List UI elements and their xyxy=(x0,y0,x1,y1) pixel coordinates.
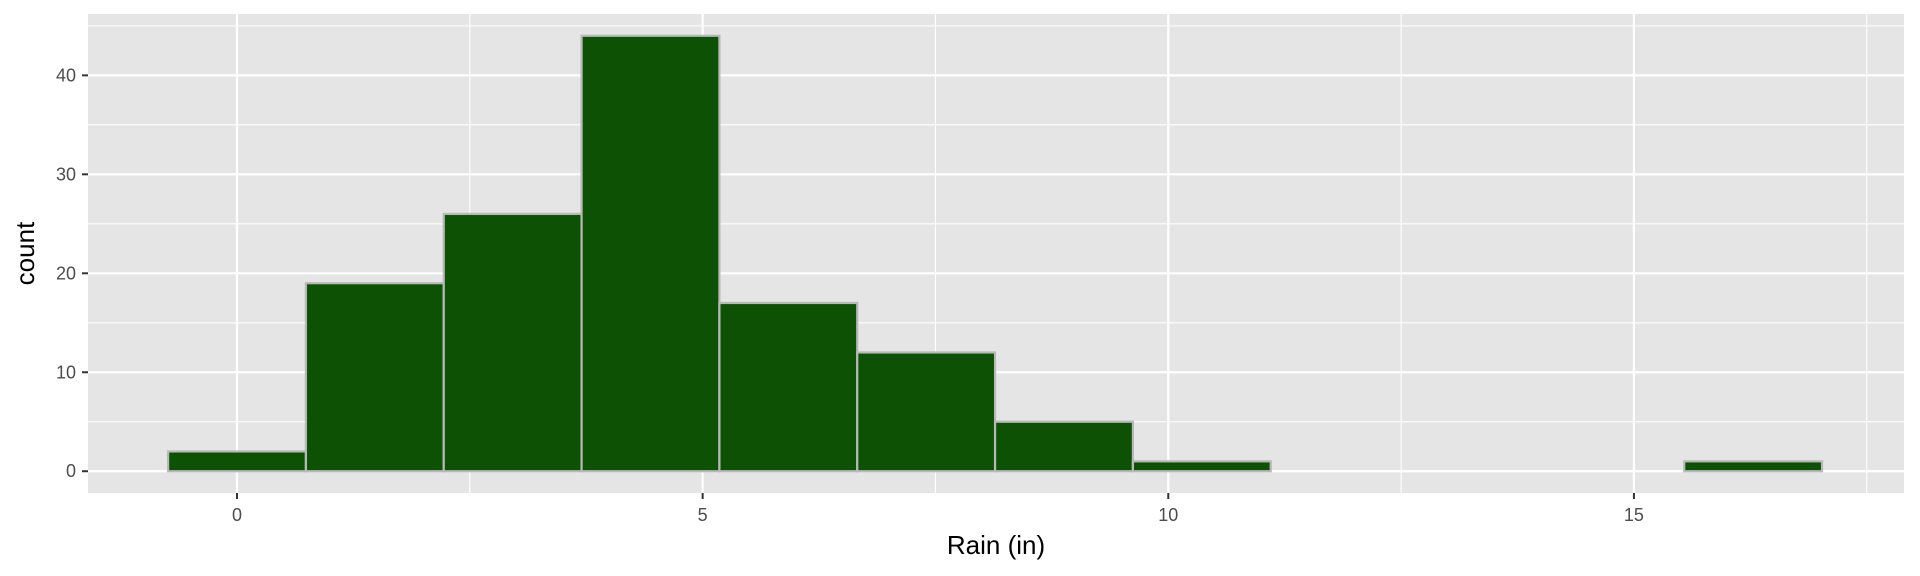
y-tick-label: 10 xyxy=(56,362,76,382)
histogram-bar xyxy=(856,351,997,473)
histogram-bar xyxy=(580,34,721,473)
y-tick-label: 20 xyxy=(56,263,76,283)
x-tick-label: 10 xyxy=(1158,505,1178,525)
histogram-bar xyxy=(304,282,445,473)
y-tick-label: 30 xyxy=(56,164,76,184)
y-axis-title: count xyxy=(10,221,40,285)
x-tick-label: 15 xyxy=(1624,505,1644,525)
histogram-bar xyxy=(166,450,308,473)
y-axis: 0 10 20 30 40 xyxy=(56,65,88,481)
y-tick-label: 0 xyxy=(66,461,76,481)
histogram-bars xyxy=(166,34,1824,473)
histogram-bar xyxy=(718,301,859,473)
histogram-bar xyxy=(993,420,1134,473)
x-tick-label: 5 xyxy=(698,505,708,525)
y-tick-label: 40 xyxy=(56,65,76,85)
histogram-bar xyxy=(1683,460,1824,473)
histogram-bar xyxy=(442,212,583,473)
x-axis: 0 5 10 15 xyxy=(232,493,1644,525)
histogram-bar xyxy=(1131,460,1272,473)
x-axis-title: Rain (in) xyxy=(947,530,1045,560)
x-tick-label: 0 xyxy=(232,505,242,525)
